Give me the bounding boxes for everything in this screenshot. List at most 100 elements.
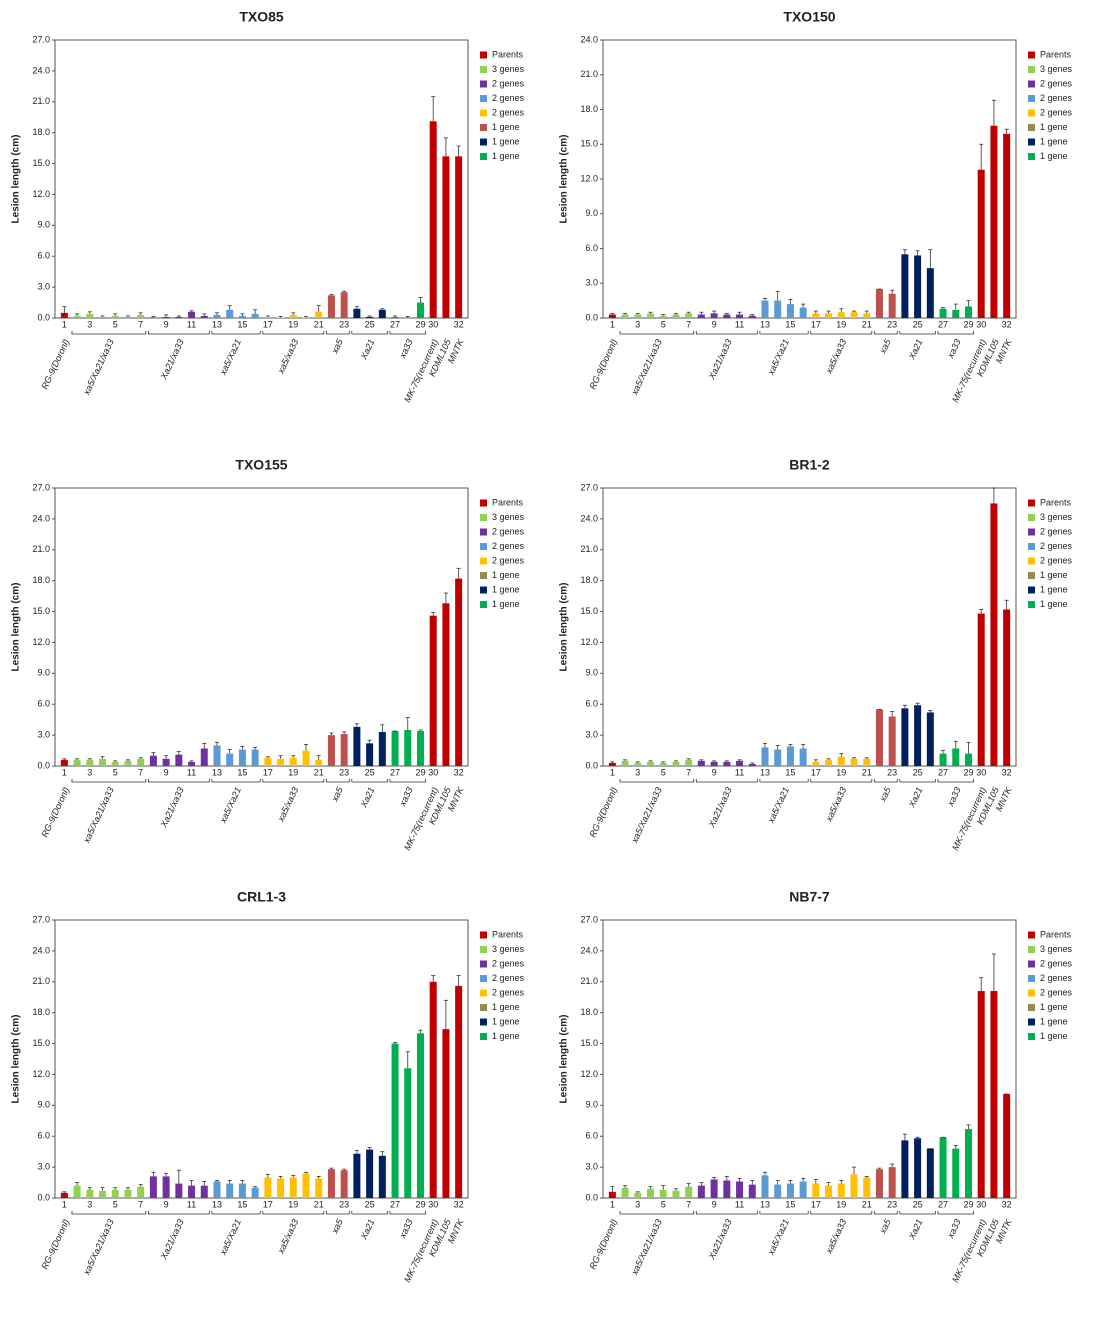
x-tick-label: 5 <box>661 1199 666 1209</box>
y-tick-label: 6.0 <box>37 251 50 261</box>
x-tick-label: 29 <box>415 767 425 777</box>
bar <box>188 311 196 318</box>
legend-swatch <box>1028 95 1035 102</box>
plot-frame <box>54 487 469 767</box>
group-bracket <box>71 779 147 783</box>
bar <box>455 156 463 318</box>
legend-swatch <box>480 586 487 594</box>
bar <box>455 578 463 766</box>
legend-label: 1 gene <box>492 570 520 580</box>
group-bracket <box>937 779 974 783</box>
y-tick-label: 12.0 <box>580 637 598 647</box>
bar <box>825 313 833 318</box>
bar <box>901 1140 909 1198</box>
x-tick-label: 11 <box>735 767 744 777</box>
x-tick-label: 1 <box>610 767 615 777</box>
x-tick-label: 29 <box>963 319 973 329</box>
x-tick-label: 13 <box>760 319 770 329</box>
group-label: xa5 <box>329 1217 345 1236</box>
x-tick-label: 27 <box>390 319 400 329</box>
x-tick-label: 32 <box>1002 767 1012 777</box>
group-label: xa5/Xa21/xa33 <box>81 786 116 846</box>
legend-label: 1 gene <box>1040 151 1068 161</box>
legend-label: 1 gene <box>492 1031 520 1041</box>
bar <box>455 985 463 1198</box>
y-tick-label: 15.0 <box>580 1038 598 1048</box>
group-label: xa5/xa33 <box>823 1218 848 1256</box>
bar <box>302 1173 310 1198</box>
bar <box>825 759 833 766</box>
group-bracket <box>810 331 873 335</box>
legend-swatch <box>1028 989 1035 997</box>
bar <box>289 314 297 318</box>
bar <box>340 292 348 318</box>
group-bracket <box>262 779 325 783</box>
x-tick-label: 21 <box>862 1199 872 1209</box>
legend-label: 1 gene <box>1040 1002 1068 1012</box>
x-tick-label: 15 <box>785 319 795 329</box>
y-tick-label: 12.0 <box>32 1069 50 1079</box>
x-tick-label: 30 <box>428 1199 438 1209</box>
group-label: xa5/xa33 <box>275 338 300 376</box>
y-tick-label: 18.0 <box>580 104 598 114</box>
bar <box>939 1137 947 1198</box>
bar <box>73 1185 81 1198</box>
bar <box>378 732 386 766</box>
legend-swatch <box>1028 1018 1035 1026</box>
bar <box>608 762 616 766</box>
bar <box>786 304 794 318</box>
bar <box>659 315 667 318</box>
y-tick-label: 0.0 <box>585 760 598 770</box>
x-tick-label: 11 <box>735 1199 744 1209</box>
x-tick-label: 17 <box>811 1199 821 1209</box>
group-bracket <box>759 331 809 335</box>
x-tick-label: 29 <box>963 1199 973 1209</box>
bar <box>634 762 642 766</box>
y-tick-label: 6.0 <box>585 243 598 253</box>
y-tick-label: 0.0 <box>585 1192 598 1202</box>
x-tick-label: 29 <box>415 319 425 329</box>
group-label: Xa21/xa33 <box>158 338 186 382</box>
bar <box>914 705 922 766</box>
x-tick-label: 3 <box>635 319 640 329</box>
bar <box>264 1177 272 1198</box>
legend-label: 2 genes <box>1040 555 1073 565</box>
group-label: xa5/Xa21 <box>217 1218 243 1258</box>
x-tick-label: 17 <box>263 767 273 777</box>
group-bracket <box>937 1211 974 1215</box>
bar <box>812 313 820 318</box>
legend-label: 2 genes <box>492 93 525 103</box>
group-bracket <box>873 1211 898 1215</box>
bar <box>964 306 972 318</box>
y-tick-label: 27.0 <box>580 482 598 492</box>
group-label: Xa21 <box>358 1218 376 1242</box>
bar <box>812 1183 820 1198</box>
x-tick-label: 7 <box>138 319 143 329</box>
x-tick-label: 17 <box>811 767 821 777</box>
x-tick-label: 27 <box>938 767 948 777</box>
bar <box>786 746 794 766</box>
legend-swatch <box>480 514 487 521</box>
x-tick-label: 19 <box>836 767 846 777</box>
bar <box>952 1148 960 1198</box>
x-tick-label: 9 <box>164 1199 169 1209</box>
x-tick-label: 23 <box>887 1199 897 1209</box>
y-tick-label: 3.0 <box>37 281 50 291</box>
x-tick-label: 1 <box>62 767 67 777</box>
group-bracket <box>619 779 695 783</box>
x-tick-label: 17 <box>811 319 821 329</box>
legend-swatch <box>480 124 487 131</box>
bar <box>977 613 985 766</box>
legend-swatch <box>1028 946 1035 953</box>
group-bracket <box>695 331 758 335</box>
legend-label: 2 genes <box>1040 973 1073 983</box>
x-tick-label: 30 <box>428 319 438 329</box>
legend-label: Parents <box>1040 497 1072 507</box>
bar <box>926 712 934 766</box>
bar <box>289 1177 297 1198</box>
legend-label: 1 gene <box>1040 122 1068 132</box>
legend-label: 2 genes <box>1040 107 1073 117</box>
bar <box>952 309 960 318</box>
bar <box>416 302 424 318</box>
legend-swatch <box>480 51 487 59</box>
